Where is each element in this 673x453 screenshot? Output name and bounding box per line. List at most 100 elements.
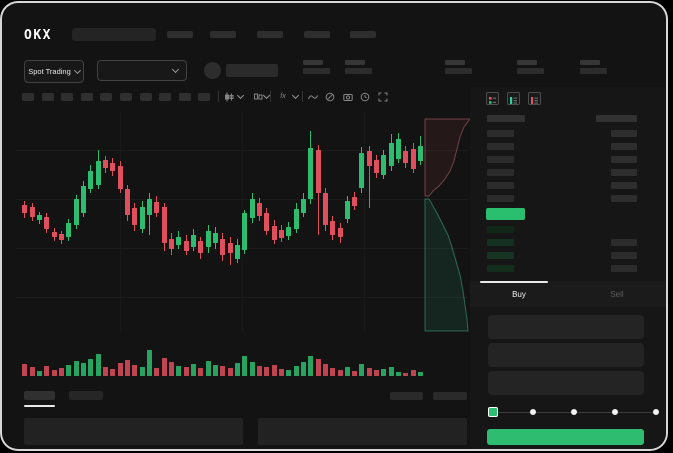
volume-bar bbox=[198, 368, 203, 376]
candle bbox=[242, 213, 247, 250]
timeframe-button[interactable] bbox=[178, 93, 191, 101]
candle bbox=[213, 233, 218, 243]
volume-bar bbox=[345, 367, 350, 376]
candle bbox=[272, 226, 277, 240]
slider-stop[interactable] bbox=[653, 409, 659, 415]
amount-slider[interactable] bbox=[488, 407, 659, 417]
bottom-tab[interactable] bbox=[390, 392, 423, 400]
timeframe-button[interactable] bbox=[41, 93, 54, 101]
volume-bar bbox=[279, 369, 284, 376]
app-window: OKX Spot Trading fx bbox=[2, 3, 666, 449]
buy-sell-tabs: Buy Sell bbox=[470, 281, 666, 307]
candles-style-icon[interactable] bbox=[223, 91, 234, 102]
timeframe-button[interactable] bbox=[100, 93, 113, 101]
nav-item[interactable] bbox=[167, 31, 193, 38]
candle bbox=[191, 235, 196, 247]
active-tab-underline bbox=[24, 405, 55, 407]
nav-item[interactable] bbox=[257, 31, 283, 38]
bottom-tab[interactable] bbox=[69, 391, 103, 400]
volume-bar bbox=[272, 365, 277, 376]
volume-bar bbox=[403, 373, 408, 376]
compare-slash-icon[interactable] bbox=[324, 91, 335, 102]
book-both-icon[interactable] bbox=[486, 92, 499, 105]
ask-total-bar bbox=[611, 195, 637, 202]
volume-bar bbox=[352, 371, 357, 376]
slider-stop[interactable] bbox=[530, 409, 536, 415]
buy-submit-button[interactable] bbox=[487, 429, 644, 445]
volume-bar bbox=[44, 366, 49, 376]
timeframe-button[interactable] bbox=[22, 93, 34, 101]
volume-bar bbox=[220, 366, 225, 376]
bottom-tab[interactable] bbox=[24, 391, 55, 400]
tab-buy-label: Buy bbox=[512, 289, 526, 299]
timeframe-button[interactable] bbox=[80, 93, 93, 101]
bottom-tab[interactable] bbox=[433, 392, 467, 400]
volume-bar bbox=[228, 368, 233, 376]
timeframe-button[interactable] bbox=[139, 93, 152, 101]
candle-wick bbox=[369, 146, 370, 208]
order-form-field[interactable] bbox=[488, 371, 644, 395]
tab-sell[interactable]: Sell bbox=[568, 281, 666, 307]
volume-bar bbox=[250, 362, 255, 376]
candles-alt-icon[interactable] bbox=[252, 91, 263, 102]
candle bbox=[403, 151, 408, 163]
candle bbox=[323, 193, 328, 225]
volume-bar bbox=[191, 364, 196, 376]
stat-value-placeholder bbox=[580, 68, 607, 74]
indicators-fx-icon[interactable]: fx bbox=[280, 93, 286, 100]
ask-price-bar bbox=[487, 130, 514, 137]
stat-value-placeholder bbox=[345, 68, 372, 74]
timeframe-button[interactable] bbox=[61, 93, 74, 101]
timeframe-button[interactable] bbox=[119, 93, 132, 101]
candle bbox=[220, 239, 225, 255]
gridline-v bbox=[364, 111, 365, 333]
volume-bar bbox=[169, 362, 174, 376]
volume-bar bbox=[184, 367, 189, 376]
volume-bar bbox=[132, 365, 137, 376]
candle bbox=[37, 215, 42, 220]
candle bbox=[66, 223, 71, 237]
book-asks-icon[interactable] bbox=[528, 92, 541, 105]
order-form-field[interactable] bbox=[488, 315, 644, 339]
candle bbox=[110, 163, 115, 171]
timeframe-button[interactable] bbox=[159, 93, 172, 101]
volume-bar bbox=[367, 368, 372, 376]
slider-stop[interactable] bbox=[571, 409, 577, 415]
book-bids-icon[interactable] bbox=[507, 92, 520, 105]
slider-stop[interactable] bbox=[612, 409, 618, 415]
slider-handle[interactable] bbox=[488, 407, 498, 417]
candle bbox=[264, 213, 269, 231]
volume-bar bbox=[59, 368, 64, 376]
pair-selector-dropdown[interactable] bbox=[97, 60, 187, 81]
volume-bar bbox=[52, 370, 57, 376]
ask-price-bar bbox=[487, 156, 514, 163]
candle bbox=[338, 228, 343, 237]
orderbook-header-price bbox=[487, 115, 525, 122]
candle bbox=[169, 239, 174, 249]
timeframe-button[interactable] bbox=[198, 93, 211, 101]
nav-item[interactable] bbox=[304, 31, 330, 38]
nav-item[interactable] bbox=[210, 31, 236, 38]
nav-item[interactable] bbox=[350, 31, 376, 38]
volume-bar bbox=[264, 367, 269, 376]
volume-bar bbox=[235, 363, 240, 376]
ask-price-bar bbox=[487, 195, 514, 202]
camera-icon[interactable] bbox=[342, 91, 353, 102]
candle bbox=[88, 171, 93, 189]
stat-value-placeholder bbox=[517, 68, 544, 74]
candle bbox=[59, 234, 64, 240]
volume-bar bbox=[206, 361, 211, 376]
volume-bar bbox=[301, 362, 306, 376]
candle bbox=[250, 199, 255, 218]
order-form-field[interactable] bbox=[488, 343, 644, 367]
okx-logo: OKX bbox=[24, 28, 52, 43]
volume-bar bbox=[286, 370, 291, 376]
search-input[interactable] bbox=[72, 28, 156, 41]
fullscreen-icon[interactable] bbox=[377, 91, 388, 102]
volume-bar bbox=[81, 363, 86, 376]
bottom-panel bbox=[258, 418, 467, 445]
market-type-selector[interactable]: Spot Trading bbox=[24, 60, 84, 83]
line-chart-icon[interactable] bbox=[307, 91, 318, 102]
tab-buy[interactable]: Buy bbox=[470, 281, 568, 307]
history-clock-icon[interactable] bbox=[359, 91, 370, 102]
